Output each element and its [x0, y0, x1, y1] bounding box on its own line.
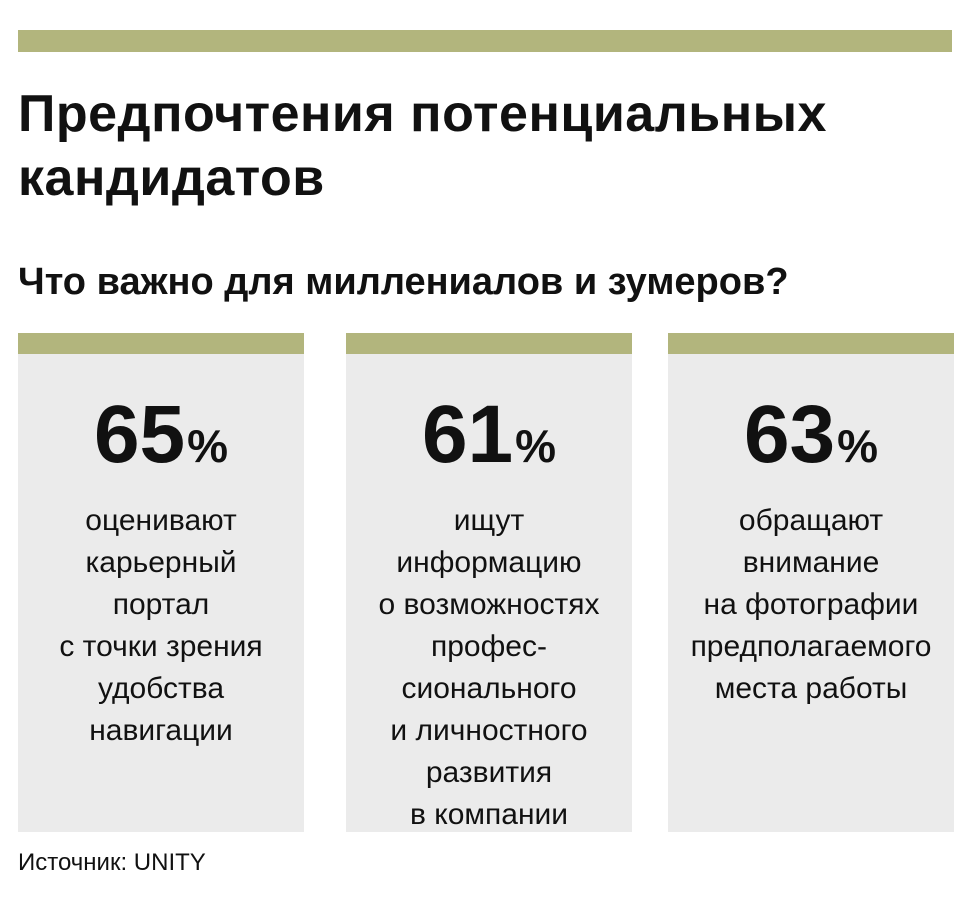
description-line: места работы — [714, 672, 908, 705]
title: Предпочтения потенциальных кандидатов — [18, 82, 958, 210]
stat-value: 61 — [421, 389, 514, 480]
description-line: портал — [112, 588, 210, 621]
card-bar — [668, 333, 954, 354]
card-bar — [18, 333, 304, 354]
description-line: о возможностях — [378, 588, 600, 621]
stat-value: 63 — [743, 389, 836, 480]
description-line: навигации — [89, 714, 233, 747]
description-line: развития — [425, 756, 553, 789]
description-line: обращают — [738, 504, 884, 537]
description-line: карьерный — [85, 546, 237, 579]
stat-number: 61% — [346, 392, 632, 478]
description-line: в компании — [409, 798, 569, 831]
description-line: информацию — [396, 546, 582, 579]
title-line: Предпочтения потенциальных — [18, 85, 827, 143]
stat-card: 65% оценивают карьерный портал с точки зрени… — [18, 333, 304, 832]
description-line: и личностного — [390, 714, 588, 747]
stat-value: 65 — [93, 389, 186, 480]
description-line: оценивают — [85, 504, 237, 537]
description-line: удобства — [97, 672, 225, 705]
subtitle: Что важно для миллениалов и зумеров? — [18, 261, 789, 303]
top-bar — [18, 30, 952, 52]
description-line: сионального — [401, 672, 577, 705]
description-line: с точки зрения — [59, 630, 263, 663]
stat-description: ищут информацию о возможностях профес-сиона… — [346, 500, 632, 836]
stat-unit: % — [837, 420, 879, 472]
stat-description: оценивают карьерный портал с точки зрения уд… — [18, 500, 304, 752]
source: Источник: UNITY — [18, 849, 206, 876]
stat-description: обращают внимание на фотографии предполагае… — [668, 500, 954, 710]
stat-card: 63% обращают внимание на фотографии предпола… — [668, 333, 954, 832]
stat-unit: % — [515, 420, 557, 472]
stat-number: 63% — [668, 392, 954, 478]
description-line: ищут — [453, 504, 525, 537]
stat-number: 65% — [18, 392, 304, 478]
card-bar — [346, 333, 632, 354]
description-line: предполагаемого — [690, 630, 932, 663]
description-line: профес- — [431, 630, 547, 663]
stat-unit: % — [187, 420, 229, 472]
stat-card: 61% ищут информацию о возможностях профес-си… — [346, 333, 632, 832]
description-line: внимание — [742, 546, 880, 579]
description-line: на фотографии — [703, 588, 919, 621]
title-line: кандидатов — [18, 149, 325, 207]
